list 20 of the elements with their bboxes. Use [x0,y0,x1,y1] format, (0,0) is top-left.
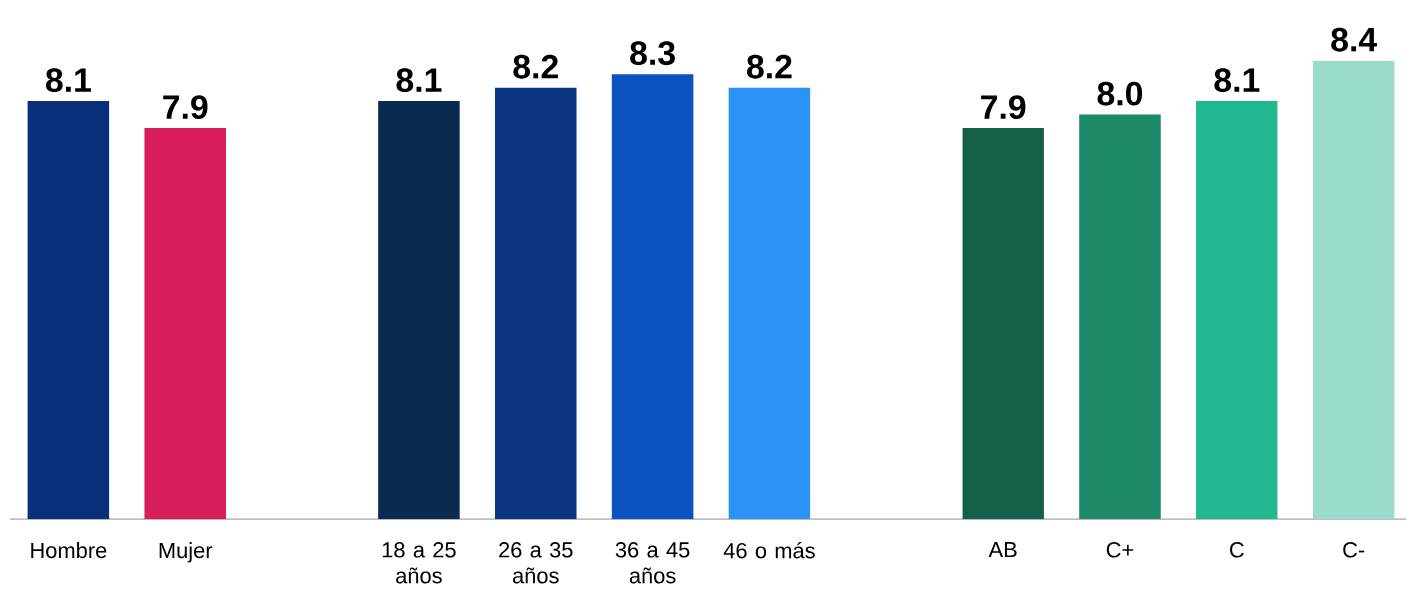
data-label: 8.1 [45,68,91,93]
data-label: 8.3 [630,41,675,66]
data-label: 8.4 [1331,27,1377,52]
data-label: 8.1 [396,68,442,93]
x-tick-label: 18 a 25 años [382,542,456,584]
data-label: 8.0 [1097,81,1143,106]
x-tick-label: C- [1343,542,1365,558]
data-label: 8.2 [513,54,558,79]
data-label: 8.2 [747,54,792,79]
x-tick-label: 46 o más [723,542,815,559]
data-label: 8.1 [1214,68,1260,93]
x-tick-label: 36 a 45 años [615,542,690,584]
x-tick-label: Hombre [31,542,107,559]
x-tick-label: 26 a 35 años [499,542,573,584]
x-tick-label: C [1230,542,1244,558]
x-tick-label: C+ [1106,542,1134,558]
x-tick-label: AB [988,542,1017,558]
x-tick-label: Mujer [159,542,213,563]
data-label: 7.9 [163,95,208,120]
data-label: 7.9 [981,95,1026,120]
